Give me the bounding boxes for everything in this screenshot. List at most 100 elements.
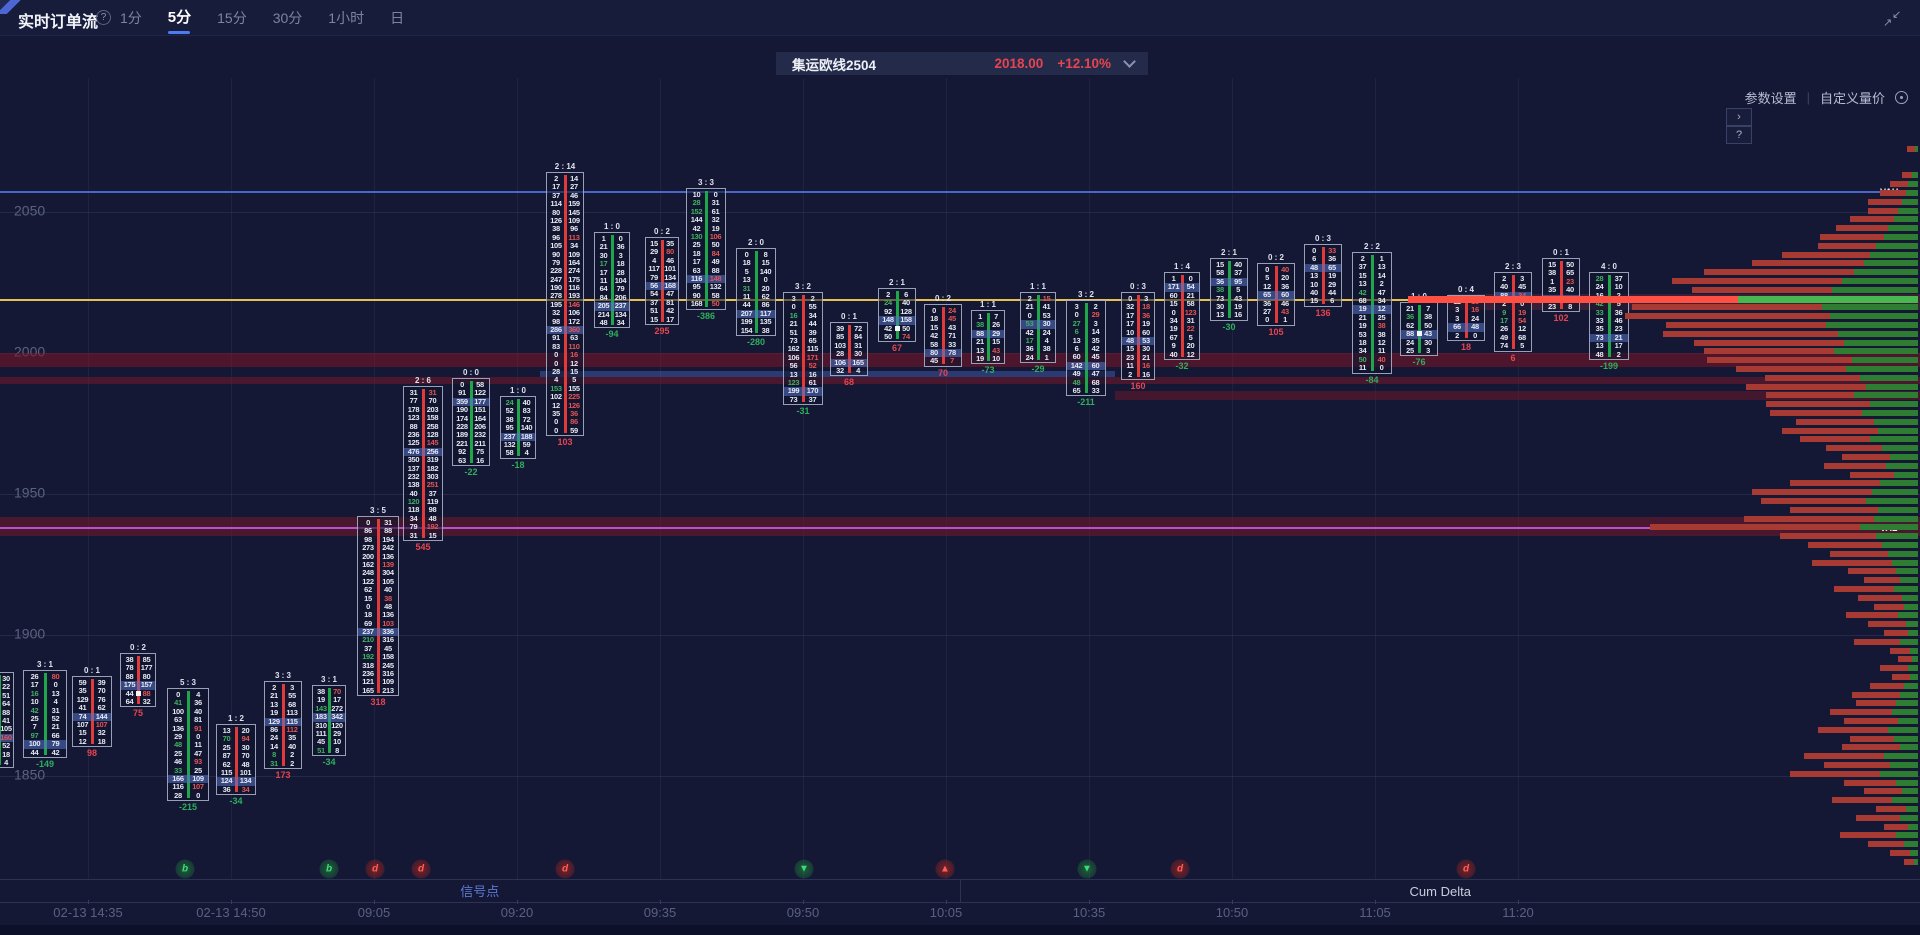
candle-poc-row: 129 115 (265, 717, 301, 726)
candle-volume-row: 27 43 (1258, 308, 1294, 316)
volume-cell: 286 (550, 326, 562, 335)
profile-bar-bid (1790, 506, 1878, 513)
candle-direction-line (1511, 275, 1515, 349)
custom-volume-price-button[interactable]: 自定义量价 (1819, 91, 1885, 106)
candle-poc-row: 100 79 (24, 740, 66, 749)
volume-cell: 199 (787, 387, 800, 396)
volume-cell: 84 (711, 249, 720, 258)
volume-cell: 5 (1616, 300, 1621, 309)
panel-help-button[interactable]: ? (1726, 126, 1752, 144)
profile-bar-ask (1896, 832, 1918, 839)
x-axis-label: 11:05 (1359, 905, 1391, 920)
candle-signal-count: 5 : 3 (179, 678, 196, 687)
volume-cell: 63 (692, 266, 701, 275)
profile-bar-ask (1898, 207, 1918, 214)
volume-cell: 109 (568, 250, 580, 259)
expand-panel-button[interactable]: › (1726, 108, 1752, 126)
volume-cell: 105 (0, 725, 12, 734)
tab-5min[interactable]: 5分 (168, 0, 191, 36)
volume-cell: 119 (426, 498, 439, 507)
volume-cell: 48 (241, 760, 250, 769)
candle-signal-count: 1 : 1 (1029, 282, 1046, 291)
volume-cell: 35 (288, 734, 296, 743)
chevron-down-icon[interactable] (1123, 55, 1136, 68)
volume-cell: 165 (852, 358, 864, 367)
volume-cell: 175 (568, 275, 580, 284)
volume-cell: 11 (1126, 362, 1134, 371)
volume-cell: 75 (476, 448, 484, 457)
volume-cell: 12 (1186, 350, 1195, 359)
profile-bar-ask (1904, 603, 1918, 610)
volume-cell: 85 (142, 656, 151, 664)
collapse-icon[interactable]: ↙ ↗ (1883, 9, 1902, 29)
cum-delta-panel-label[interactable]: Cum Delta (1409, 884, 1471, 899)
x-axis-label: 02-13 14:35 (53, 905, 123, 920)
candle-direction-line (1227, 261, 1231, 318)
volume-cell: 38 (1548, 269, 1556, 278)
candle-volume-row: 13 35 (1067, 337, 1105, 345)
volume-cell: 200 (362, 552, 374, 561)
profile-bar-ask (1904, 682, 1918, 689)
candle-volume-row: 17 54 (1495, 317, 1531, 325)
tab-day[interactable]: 日 (390, 10, 405, 26)
candle-volume-row: 92 75 (453, 448, 489, 456)
volume-cell: 140 (520, 424, 533, 433)
volume-cell: 13 (222, 727, 231, 735)
candle-volume-row: 125 145 (404, 439, 442, 447)
profile-bar-bid (1761, 498, 1866, 504)
candle-poc-row: 237 188 (501, 432, 535, 441)
volume-cell: 245 (382, 661, 394, 670)
candle-signal-count: 2 : 3 (1504, 262, 1521, 271)
volume-cell: 15 (1548, 261, 1556, 269)
candle-volume-row: 11 104 (595, 277, 629, 285)
volume-cell: 118 (407, 506, 420, 515)
candle-volume-row: 278 193 (547, 292, 583, 300)
tab-1min[interactable]: 1分 (120, 10, 142, 26)
volume-cell: 13 (976, 346, 984, 355)
profile-bar-bid (1854, 638, 1900, 645)
profile-bar-ask (1874, 418, 1918, 425)
volume-cell: 39 (836, 325, 844, 333)
volume-cell: 31 (409, 389, 418, 397)
candle-volume-row: 10 0 (687, 191, 725, 199)
tab-30min[interactable]: 30分 (272, 10, 303, 26)
volume-cell: 83 (552, 342, 560, 351)
profile-bar-bid (1846, 612, 1898, 619)
volume-cell: 23 (1548, 302, 1556, 311)
tab-15min[interactable]: 15分 (217, 10, 247, 26)
candle-volume-row: 42 71 (925, 332, 961, 340)
volume-cell: 0 (1473, 331, 1477, 340)
volume-cell: 102 (550, 393, 562, 402)
candle-volume-row: 28 30 (831, 350, 867, 358)
signal-panel-label[interactable]: 信号点 (0, 880, 961, 902)
target-icon[interactable] (1895, 91, 1908, 104)
volume-cell: 16 (1471, 306, 1479, 315)
volume-cell: 46 (1281, 299, 1289, 308)
volume-cell: 64 (599, 285, 608, 294)
volume-cell: 28 (174, 791, 182, 800)
poc-dot (1416, 331, 1422, 337)
help-icon[interactable]: ? (96, 10, 111, 25)
tab-1hour[interactable]: 1小时 (328, 10, 365, 26)
candle-signal-count: 3 : 2 (1077, 290, 1094, 299)
instrument-selector[interactable]: 集运欧线2504 2018.00 +12.10% (776, 52, 1148, 75)
candle-signal-count: 2 : 0 (747, 238, 764, 247)
volume-cell: 60 (1169, 291, 1178, 300)
candle-poc-row: 48 65 (1305, 263, 1341, 273)
parameter-settings-button[interactable]: 参数设置 (1744, 91, 1797, 106)
volume-cell: 21 (270, 692, 278, 701)
candle-volume-row: 0 48 (358, 603, 398, 611)
volume-cell: 251 (426, 481, 439, 490)
candle-volume-row: 12 126 (547, 402, 583, 410)
profile-bar-bid (1890, 850, 1910, 856)
candle-volume-row: 97 66 (24, 732, 66, 740)
candle-volume-row: 162 139 (358, 561, 398, 569)
volume-cell: 40 (902, 299, 910, 308)
candle-poc-row: 199 170 (784, 387, 822, 396)
volume-cell: 0 (366, 519, 370, 527)
